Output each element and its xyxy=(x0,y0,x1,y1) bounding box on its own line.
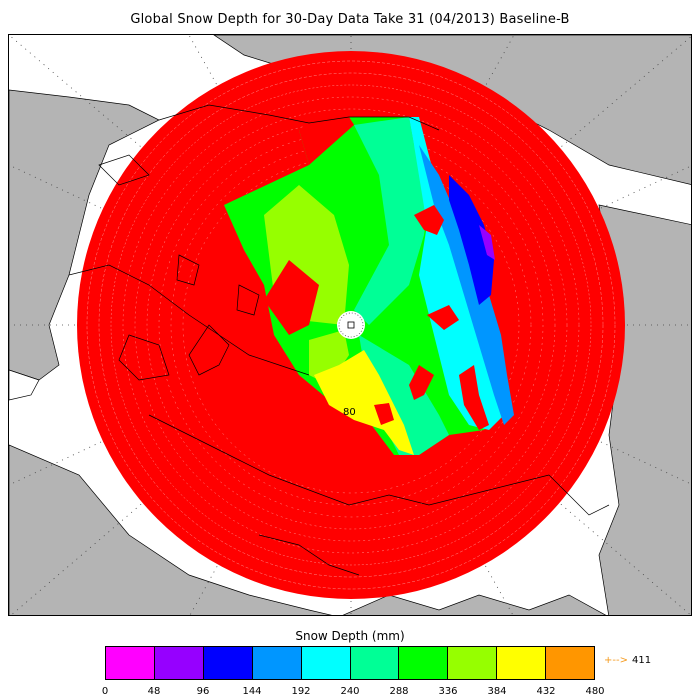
colorbar-tick-label: 96 xyxy=(196,686,210,697)
colorbar-swatch xyxy=(203,647,253,679)
map-panel: 80 xyxy=(8,34,692,616)
region-lightgreen-s xyxy=(309,330,349,385)
latitude-label: 80 xyxy=(343,407,356,418)
gap-svalbard xyxy=(414,205,444,235)
pole-hole xyxy=(337,311,365,339)
region-lightblue xyxy=(419,145,514,425)
region-yellow xyxy=(314,350,414,455)
colorbar-tick-label: 288 xyxy=(389,686,409,697)
colorbar-swatch xyxy=(546,647,595,679)
colorbar-tick-label: 48 xyxy=(147,686,161,697)
colorbar-swatch xyxy=(350,647,400,679)
snow-depth-field xyxy=(224,117,514,455)
colorbar-swatch xyxy=(106,647,155,679)
region-purple xyxy=(479,225,495,260)
pole-marker-icon xyxy=(347,321,355,329)
region-blue xyxy=(449,175,494,305)
colorbar-swatch xyxy=(497,647,547,679)
colorbar-tick-label: 192 xyxy=(291,686,311,697)
colorbar-swatch xyxy=(252,647,302,679)
gap-north-greenland-edge xyxy=(299,117,354,165)
colorbar-tick-label: 432 xyxy=(536,686,556,697)
colorbar-tick-label: 336 xyxy=(438,686,458,697)
gap-franzjosef xyxy=(427,305,459,330)
gap-canadian-arch xyxy=(264,260,319,335)
colorbar-swatch xyxy=(399,647,449,679)
pole-ring xyxy=(338,312,364,338)
colorbar-tick-label: 0 xyxy=(101,686,109,697)
region-aquagreen-s xyxy=(359,335,449,455)
max-value: 411 xyxy=(631,655,652,666)
disc-texture xyxy=(86,60,616,590)
map-title: Global Snow Depth for 30-Day Data Take 3… xyxy=(130,12,570,27)
max-value-indicator: +--> 411 xyxy=(604,655,651,666)
colorbar-swatch xyxy=(301,647,351,679)
max-arrow-icon: +--> xyxy=(604,655,628,666)
polar-map: 80 xyxy=(9,35,691,615)
region-aquagreen xyxy=(354,117,429,325)
colorbar-tick-label: 480 xyxy=(585,686,605,697)
land-asia-south xyxy=(9,444,332,615)
gap-taymyr xyxy=(459,365,489,430)
gap-novaya xyxy=(409,365,434,400)
colorbar-swatch xyxy=(154,647,204,679)
colorbar-tick-label: 144 xyxy=(242,686,262,697)
land-asia-south-east xyxy=(342,594,607,615)
colorbar-tick-label: 240 xyxy=(340,686,360,697)
colorbar-tick-label: 384 xyxy=(487,686,507,697)
gap-siberia xyxy=(374,403,394,425)
colorbar xyxy=(105,646,595,680)
coastlines xyxy=(68,104,610,576)
land-alaska-lake xyxy=(9,369,40,401)
legend-title: Snow Depth (mm) xyxy=(295,629,405,643)
colorbar-swatch xyxy=(448,647,498,679)
